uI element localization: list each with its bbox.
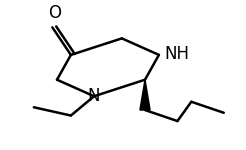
Text: NH: NH	[165, 45, 190, 63]
Polygon shape	[140, 80, 150, 110]
Text: N: N	[88, 87, 100, 105]
Text: O: O	[48, 4, 61, 22]
